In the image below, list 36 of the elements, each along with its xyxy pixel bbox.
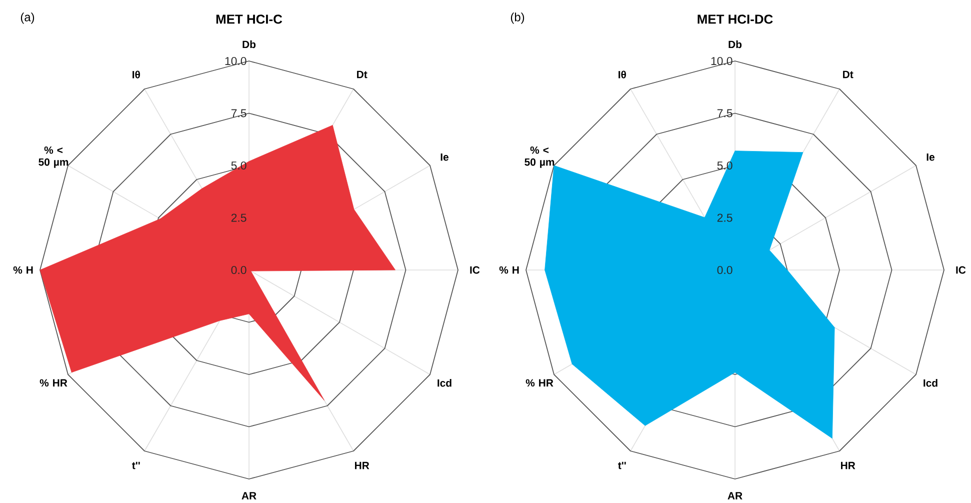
spoke-label: Iθ — [132, 70, 140, 78]
spoke-label: HR — [841, 462, 856, 470]
spoke-label: HR — [355, 462, 370, 470]
spoke-label: % < 50 µm — [38, 146, 68, 168]
spoke-label: % HR — [526, 379, 554, 387]
spoke-label: Dt — [357, 70, 368, 78]
spoke-label: % < 50 µm — [524, 146, 554, 168]
spoke-label: t'' — [132, 462, 140, 470]
y-tick-label: 2.5 — [231, 214, 246, 222]
y-tick-label: 2.5 — [717, 214, 732, 222]
y-tick-label: 0.0 — [231, 266, 246, 274]
spoke-label: t'' — [618, 462, 626, 470]
spoke-label: AR — [728, 492, 742, 500]
chart-title: MET HCI-DC — [698, 14, 773, 24]
spoke-label: IC — [956, 266, 966, 274]
spoke-label: % H — [13, 266, 33, 274]
spoke-label: Db — [242, 40, 256, 48]
spoke-label: Iθ — [618, 70, 626, 78]
y-tick-label: 10.0 — [225, 56, 246, 66]
spoke-label: IC — [470, 266, 480, 274]
chart-title: MET HCI-C — [216, 14, 282, 24]
text: (b) — [510, 12, 524, 24]
spoke-label: Db — [728, 40, 742, 48]
spoke-label: % HR — [40, 379, 68, 387]
spoke-label: Icd — [924, 379, 938, 387]
spoke-label: Ie — [440, 153, 448, 161]
text: (a) — [20, 12, 34, 24]
spoke-label: AR — [242, 492, 256, 500]
y-tick-label: 10.0 — [711, 56, 732, 66]
y-tick-label: 0.0 — [717, 266, 732, 274]
y-tick-label: 7.5 — [231, 109, 246, 118]
spoke-label: Dt — [843, 70, 854, 78]
spoke-label: Ie — [926, 153, 934, 161]
y-tick-label: 7.5 — [717, 109, 732, 118]
spoke-label: % H — [499, 266, 519, 274]
spoke-label: Icd — [438, 379, 452, 387]
